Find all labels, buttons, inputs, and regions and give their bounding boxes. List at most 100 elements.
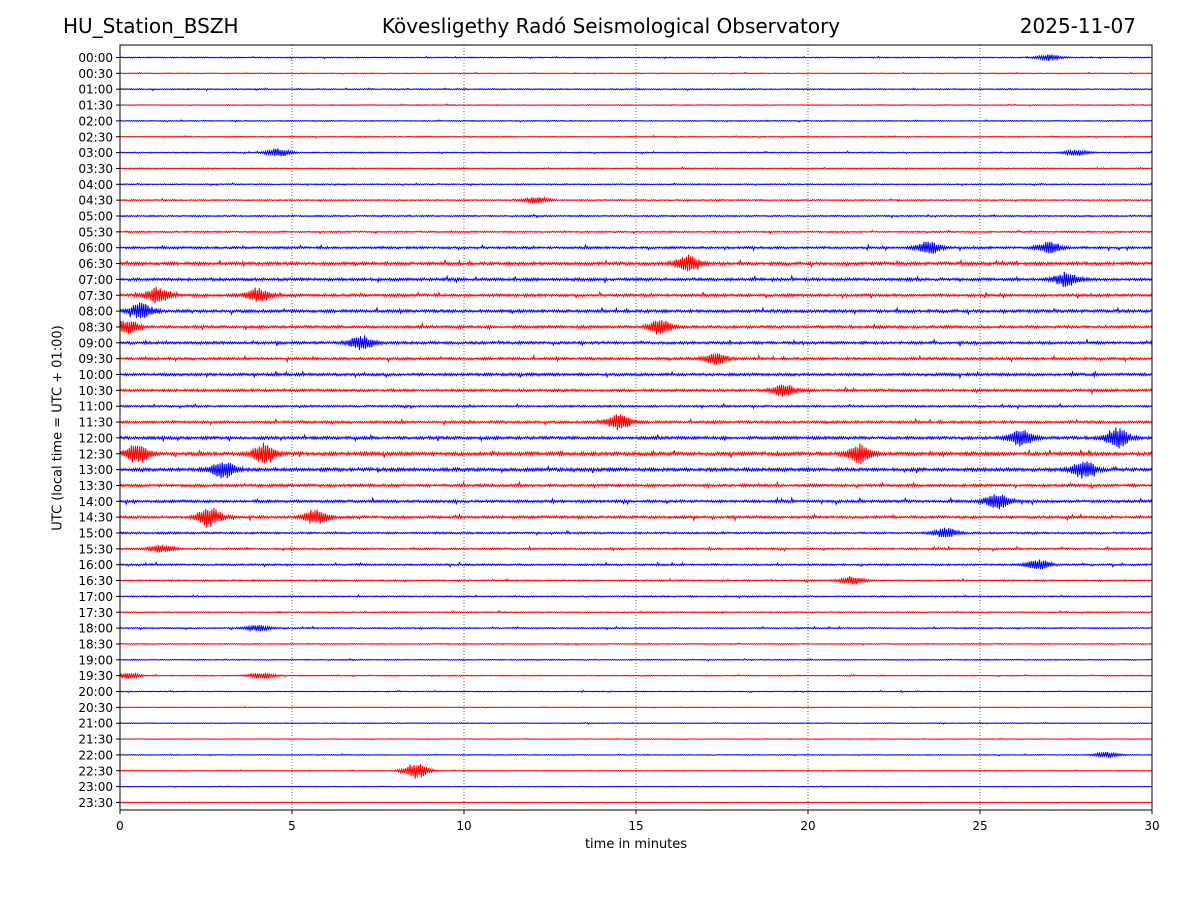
trace-1930 — [119, 671, 1153, 680]
trace-1900 — [119, 658, 1153, 662]
y-tick-label: 21:30 — [78, 733, 113, 747]
trace-1300 — [119, 461, 1153, 479]
y-tick-label: 22:00 — [78, 748, 113, 762]
y-tick-label: 13:00 — [78, 463, 113, 477]
y-tick-label: 05:00 — [78, 210, 113, 224]
trace-2330 — [119, 801, 1153, 804]
chart-date: 2025-11-07 — [1019, 14, 1136, 38]
trace-2100 — [119, 721, 1153, 725]
y-tick-label: 09:30 — [78, 352, 113, 366]
trace-0900 — [119, 335, 1153, 351]
y-tick-label: 07:00 — [78, 273, 113, 287]
trace-0930 — [119, 353, 1153, 365]
trace-1530 — [119, 544, 1153, 553]
y-tick-label: 19:00 — [78, 653, 113, 667]
trace-1330 — [119, 480, 1153, 490]
y-tick-label: 03:30 — [78, 162, 113, 176]
trace-2300 — [119, 785, 1153, 788]
trace-0700 — [119, 271, 1153, 288]
trace-1100 — [119, 402, 1153, 410]
y-tick-label: 08:00 — [78, 305, 113, 319]
y-tick-label: 21:00 — [78, 717, 113, 731]
trace-0330 — [119, 166, 1153, 171]
y-tick-label: 16:00 — [78, 558, 113, 572]
trace-0600 — [119, 241, 1153, 254]
y-tick-label: 23:30 — [78, 796, 113, 810]
y-tick-label: 19:30 — [78, 669, 113, 683]
trace-0730 — [119, 286, 1153, 304]
trace-0430 — [119, 195, 1153, 204]
y-tick-label: 04:00 — [78, 178, 113, 192]
trace-1230 — [119, 442, 1153, 464]
y-axis-label: UTC (local time = UTC + 01:00) — [50, 325, 66, 531]
trace-1600 — [119, 559, 1153, 570]
trace-2230 — [119, 764, 1153, 779]
x-tick-label: 25 — [972, 819, 987, 833]
trace-0830 — [119, 320, 1153, 335]
trace-1500 — [119, 527, 1153, 538]
trace-0200 — [119, 119, 1153, 123]
x-tick-label: 0 — [116, 819, 124, 833]
y-tick-label: 03:00 — [78, 146, 113, 160]
y-tick-label: 00:00 — [78, 51, 113, 65]
trace-2000 — [119, 689, 1153, 694]
y-tick-label: 06:00 — [78, 241, 113, 255]
y-tick-label: 08:30 — [78, 320, 113, 334]
y-tick-label: 11:30 — [78, 416, 113, 430]
y-tick-label: 14:00 — [78, 495, 113, 509]
station-name: HU_Station_BSZH — [63, 14, 239, 38]
y-tick-label: 12:00 — [78, 431, 113, 445]
trace-0030 — [119, 71, 1153, 75]
trace-2130 — [119, 737, 1153, 741]
gridlines — [291, 45, 981, 810]
trace-1730 — [119, 609, 1153, 615]
y-tick-label: 02:00 — [78, 114, 113, 128]
x-tick-label: 20 — [800, 819, 815, 833]
y-tick-label: 02:30 — [78, 130, 113, 144]
trace-1430 — [119, 507, 1153, 528]
x-tick-label: 15 — [628, 819, 643, 833]
y-tick-label: 01:00 — [78, 83, 113, 97]
trace-1400 — [119, 494, 1153, 510]
trace-1830 — [119, 642, 1153, 646]
y-tick-label: 04:30 — [78, 194, 113, 208]
trace-0530 — [119, 229, 1153, 235]
trace-0500 — [119, 213, 1153, 219]
y-tick-label: 07:30 — [78, 289, 113, 303]
trace-0000 — [119, 54, 1153, 62]
y-tick-label: 18:00 — [78, 622, 113, 636]
chart-title: Kövesligethy Radó Seismological Observat… — [381, 14, 841, 38]
y-tick-label: 10:00 — [78, 368, 113, 382]
trace-1000 — [119, 370, 1153, 380]
trace-1630 — [119, 576, 1153, 585]
trace-0300 — [119, 148, 1153, 157]
y-tick-label: 14:30 — [78, 511, 113, 525]
x-axis-label: time in minutes — [584, 837, 688, 852]
y-tick-label: 20:00 — [78, 685, 113, 699]
y-tick-label: 15:00 — [78, 527, 113, 541]
trace-0400 — [119, 182, 1153, 187]
x-tick-label: 10 — [456, 819, 471, 833]
trace-1800 — [119, 624, 1153, 633]
y-tick-label: 01:30 — [78, 99, 113, 113]
y-tick-label: 11:00 — [78, 400, 113, 414]
trace-1030 — [119, 384, 1153, 397]
x-tick-label: 5 — [288, 819, 296, 833]
traces — [119, 54, 1153, 804]
y-tick-label: 18:30 — [78, 637, 113, 651]
x-tick-label: 30 — [1144, 819, 1159, 833]
trace-1130 — [119, 414, 1153, 431]
trace-0630 — [119, 254, 1153, 272]
y-tick-label: 00:30 — [78, 67, 113, 81]
y-tick-label: 17:30 — [78, 606, 113, 620]
y-tick-label: 22:30 — [78, 764, 113, 778]
trace-0100 — [119, 87, 1153, 92]
x-axis-ticks: 0 5 10 15 20 25 30 — [116, 810, 1160, 833]
y-tick-label: 12:30 — [78, 447, 113, 461]
y-tick-label: 20:30 — [78, 701, 113, 715]
y-tick-label: 15:30 — [78, 542, 113, 556]
trace-0130 — [119, 103, 1153, 107]
y-tick-label: 17:00 — [78, 590, 113, 604]
